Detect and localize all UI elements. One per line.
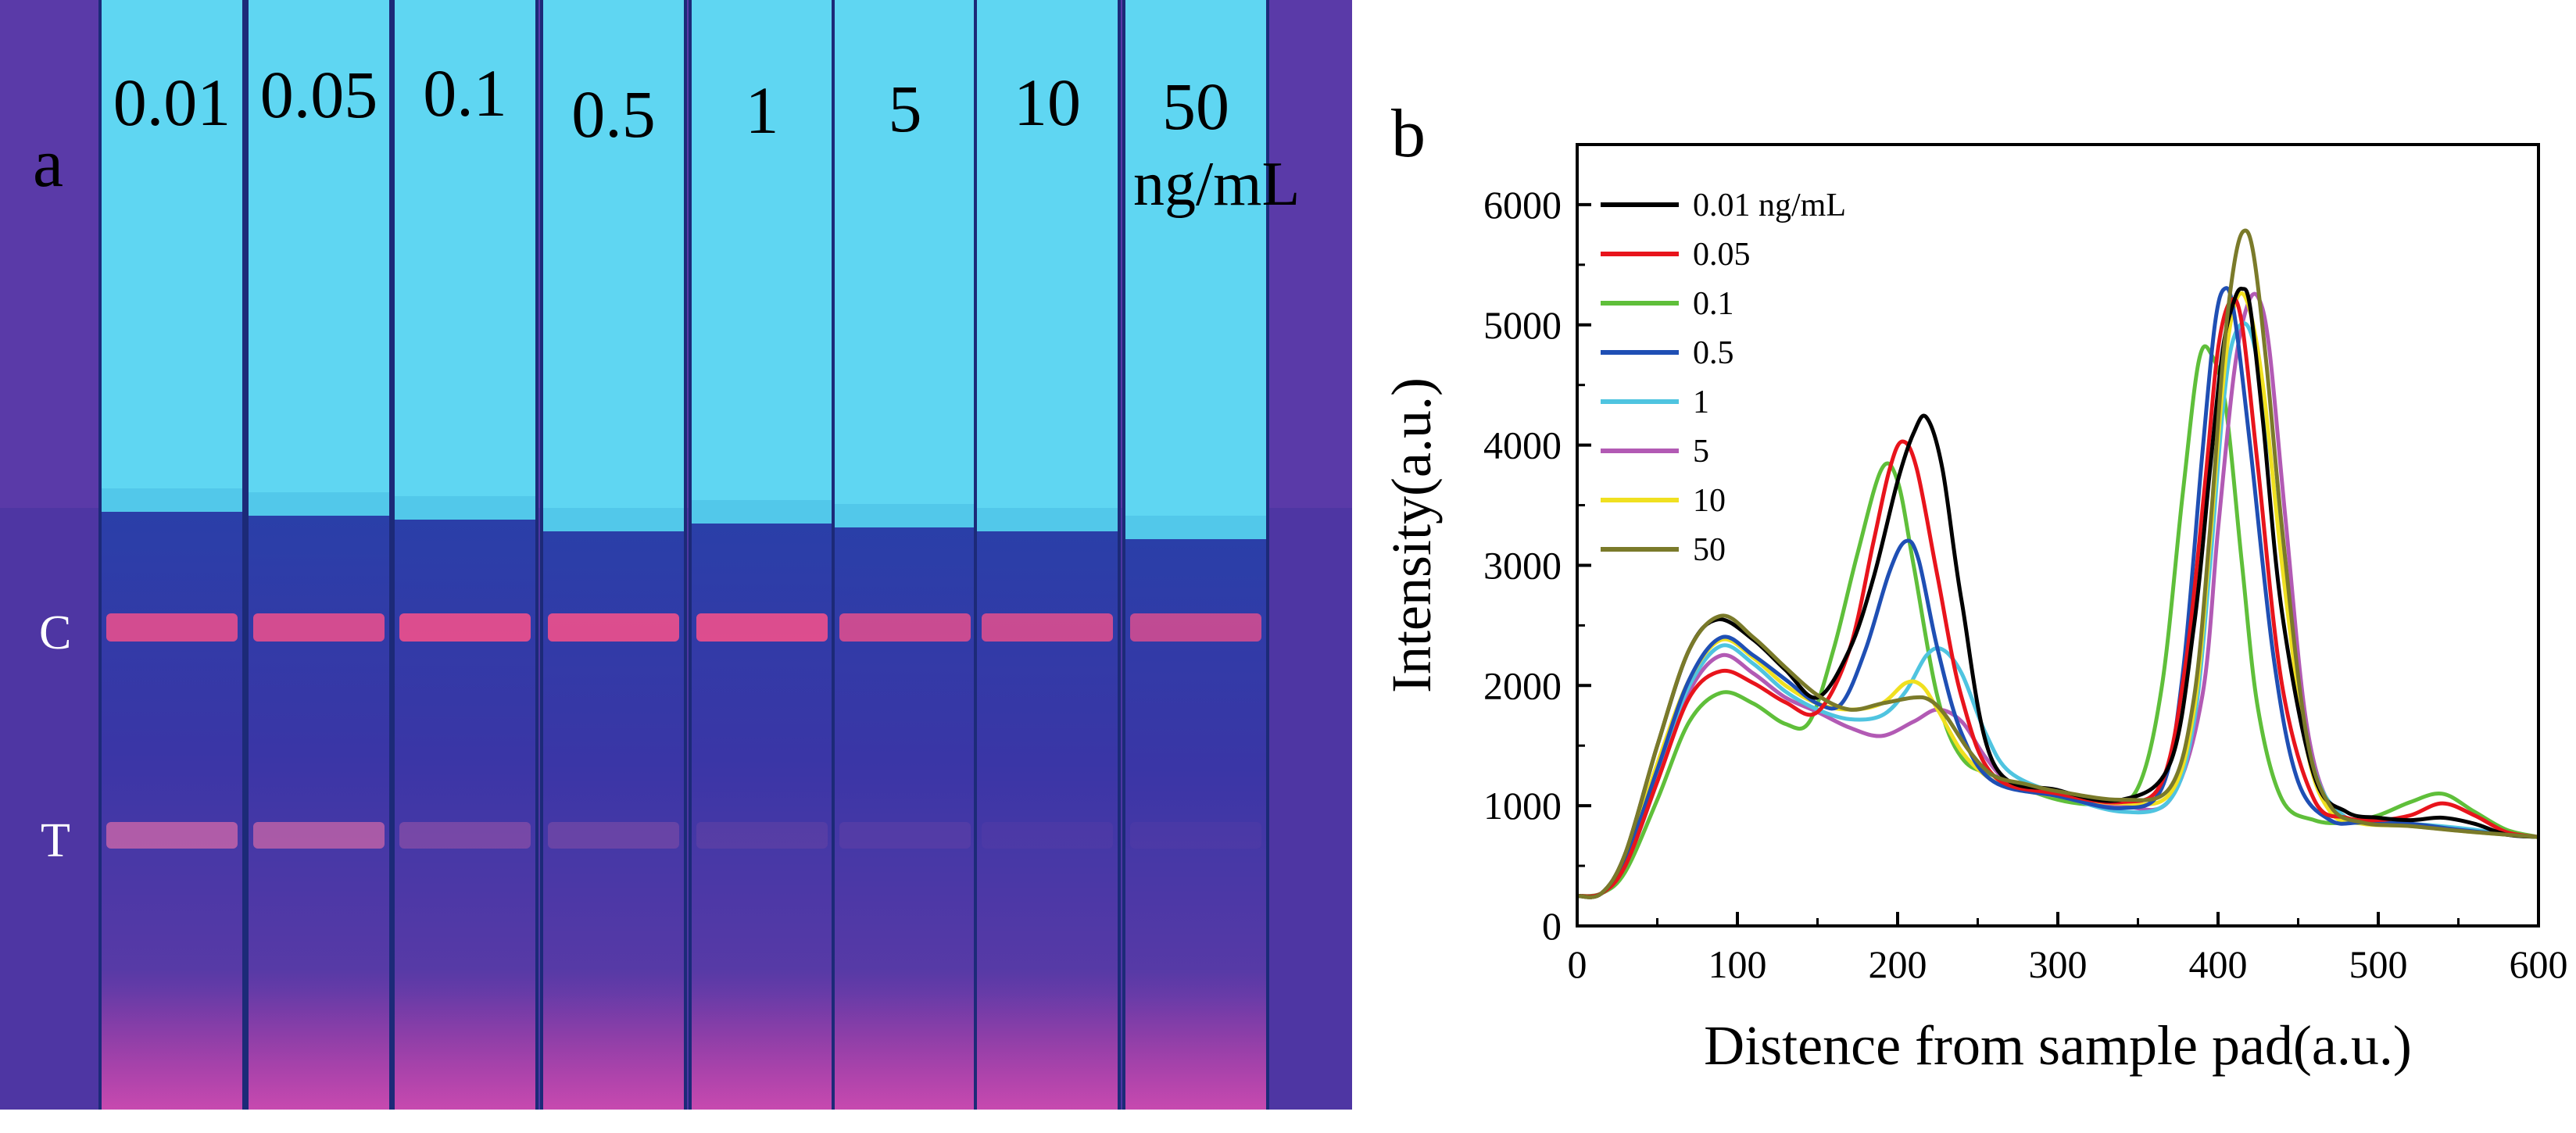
strip-bottom-glow xyxy=(977,969,1118,1110)
test-line xyxy=(106,822,238,849)
strip-pad-edge xyxy=(395,496,535,520)
strip-pad-edge xyxy=(977,508,1118,531)
strip-pad-edge xyxy=(249,492,389,516)
legend-entry-label: 50 xyxy=(1693,532,1726,568)
y-tick-label: 6000 xyxy=(1483,183,1562,227)
strip-bottom-glow xyxy=(835,969,975,1110)
strip-pad-edge xyxy=(835,504,975,527)
chart-series-lines xyxy=(1576,228,2539,899)
strip-concentration-label: 10 xyxy=(1014,65,1081,140)
y-axis-label: Intensity(a.u.) xyxy=(1380,377,1443,693)
strip-sample-pad xyxy=(249,0,389,516)
x-tick-label: 100 xyxy=(1708,942,1767,986)
legend-entry-label: 0.1 xyxy=(1693,286,1734,322)
strip-concentration-label: 50 xyxy=(1162,69,1229,144)
legend-entry-label: 5 xyxy=(1693,434,1709,470)
x-tick-label: 400 xyxy=(2189,942,2248,986)
strip-sample-pad xyxy=(1125,0,1266,539)
control-line xyxy=(1130,613,1261,642)
series-line-5 xyxy=(1576,291,2539,899)
strip-bottom-glow xyxy=(249,969,389,1110)
unit-label: ng/mL xyxy=(1133,150,1300,219)
series-line-10 xyxy=(1576,291,2539,899)
control-line xyxy=(696,613,828,642)
strip-bottom-glow xyxy=(102,969,242,1110)
plot-frame xyxy=(1576,143,2540,927)
x-tick-label: 0 xyxy=(1568,942,1587,986)
strip-concentration-label: 5 xyxy=(889,71,922,146)
y-tick-label: 5000 xyxy=(1483,303,1562,347)
strip-pad-edge xyxy=(1125,516,1266,539)
test-line xyxy=(982,822,1113,849)
strip-bottom-glow xyxy=(543,969,684,1110)
x-axis-label: Distence from sample pad(a.u.) xyxy=(1704,1014,2412,1077)
strip-sample-pad xyxy=(543,0,684,531)
test-line xyxy=(399,822,531,849)
series-line-0.01 xyxy=(1576,286,2539,899)
strip-sample-pad xyxy=(102,0,242,512)
legend-entry-label: 10 xyxy=(1693,483,1726,519)
x-tick-label: 500 xyxy=(2349,942,2408,986)
legend-entry-label: 1 xyxy=(1693,384,1709,420)
strip-sample-pad xyxy=(977,0,1118,531)
control-line xyxy=(839,613,971,642)
strip-concentration-label: 1 xyxy=(746,73,779,148)
legend-entry-label: 0.01 ng/mL xyxy=(1693,188,1846,223)
test-line xyxy=(839,822,971,849)
x-tick-label: 600 xyxy=(2510,942,2568,986)
y-tick-label: 0 xyxy=(1542,904,1562,948)
strip-pad-edge xyxy=(543,508,684,531)
control-line xyxy=(106,613,238,642)
strip-concentration-label: 0.1 xyxy=(423,55,507,130)
test-line xyxy=(1130,822,1261,849)
legend-entry-label: 0.5 xyxy=(1693,335,1734,371)
strip-concentration-label: 0.01 xyxy=(113,65,231,140)
strips-group: 0.01 0.05 0.1 0.5 1 5 10 50 xyxy=(98,0,1269,1110)
strip-bottom-glow xyxy=(395,969,535,1110)
control-line xyxy=(399,613,531,642)
y-tick-label: 2000 xyxy=(1483,663,1562,707)
test-line xyxy=(253,822,385,849)
control-line xyxy=(548,613,679,642)
strip-sample-pad xyxy=(835,0,975,527)
panel-b-label: b xyxy=(1391,96,1426,172)
control-line xyxy=(982,613,1113,642)
x-tick-label: 200 xyxy=(1869,942,1927,986)
strip-sample-pad xyxy=(692,0,832,524)
x-tick-label: 300 xyxy=(2029,942,2088,986)
test-line-label: T xyxy=(41,814,70,867)
panel-a-label: a xyxy=(33,126,63,202)
y-tick-label: 3000 xyxy=(1483,543,1562,587)
strip-pad-edge xyxy=(692,500,832,524)
y-tick-label: 1000 xyxy=(1483,784,1562,827)
series-line-0.5 xyxy=(1576,286,2539,899)
control-line-label: C xyxy=(39,606,71,659)
strip-bottom-glow xyxy=(692,969,832,1110)
strip-concentration-label: 0.5 xyxy=(571,77,656,152)
strip-pad-edge xyxy=(102,488,242,512)
test-line xyxy=(548,822,679,849)
control-line xyxy=(253,613,385,642)
strip-bottom-glow xyxy=(1125,969,1266,1110)
strip-sample-pad xyxy=(395,0,535,520)
strip-concentration-label: 0.05 xyxy=(260,57,378,132)
panel-b-line-chart: b 0 100 200 300 400 500 6000100020003000400050… xyxy=(1380,96,2568,1077)
chart-axes-ticks: 0 100 200 300 400 500 600010002000300040005000… xyxy=(1483,183,2568,986)
legend-entry-label: 0.05 xyxy=(1693,237,1751,273)
y-tick-label: 4000 xyxy=(1483,424,1562,467)
chart-legend: 0.01 ng/mL 0.05 0.1 0.5 1 5 10 50 xyxy=(1601,188,1846,568)
series-line-50 xyxy=(1576,228,2539,899)
panel-a-strips-photo: 0.01 0.05 0.1 0.5 1 5 10 50 a C T ng/mL xyxy=(0,0,1352,1110)
test-line xyxy=(696,822,828,849)
